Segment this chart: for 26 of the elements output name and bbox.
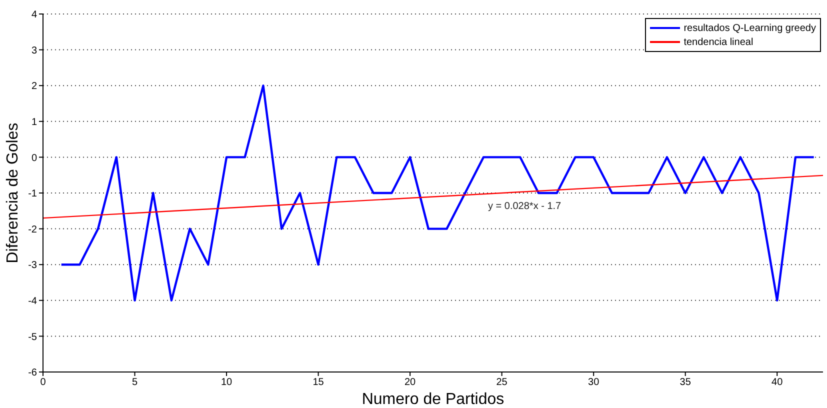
x-tick-label: 5 [132, 377, 138, 388]
y-tick-label: -5 [28, 332, 38, 343]
x-tick-label: 10 [220, 377, 233, 388]
y-axis-title: Diferencia de Goles [4, 122, 22, 264]
y-tick-label: 4 [31, 10, 38, 21]
y-tick-label: -4 [28, 296, 38, 307]
x-tick-label: 0 [40, 377, 46, 388]
x-tick-label: 20 [404, 377, 416, 388]
y-tick-label: -1 [28, 188, 38, 200]
y-tick-label: -6 [28, 368, 38, 379]
x-axis-title: Numero de Partidos [362, 391, 504, 408]
x-tick-label: 40 [772, 377, 784, 388]
y-tick-label: -2 [28, 224, 38, 236]
y-tick-label: 0 [31, 152, 38, 164]
y-tick-label: 1 [31, 116, 38, 128]
x-tick-label: 35 [680, 377, 692, 388]
x-tick-label: 30 [588, 377, 600, 388]
annotation: y = 0.028*x - 1.7 [488, 201, 562, 212]
y-tick-label: 3 [31, 45, 38, 56]
y-tick-label: -3 [28, 260, 38, 272]
x-tick-label: 25 [496, 377, 508, 388]
legend-label: tendencia lineal [684, 36, 754, 48]
line-series [60, 84, 815, 302]
legend-label: resultados Q-Learning greedy [684, 22, 816, 34]
x-tick-label: 15 [312, 377, 324, 388]
y-tick-label: 2 [31, 81, 38, 92]
